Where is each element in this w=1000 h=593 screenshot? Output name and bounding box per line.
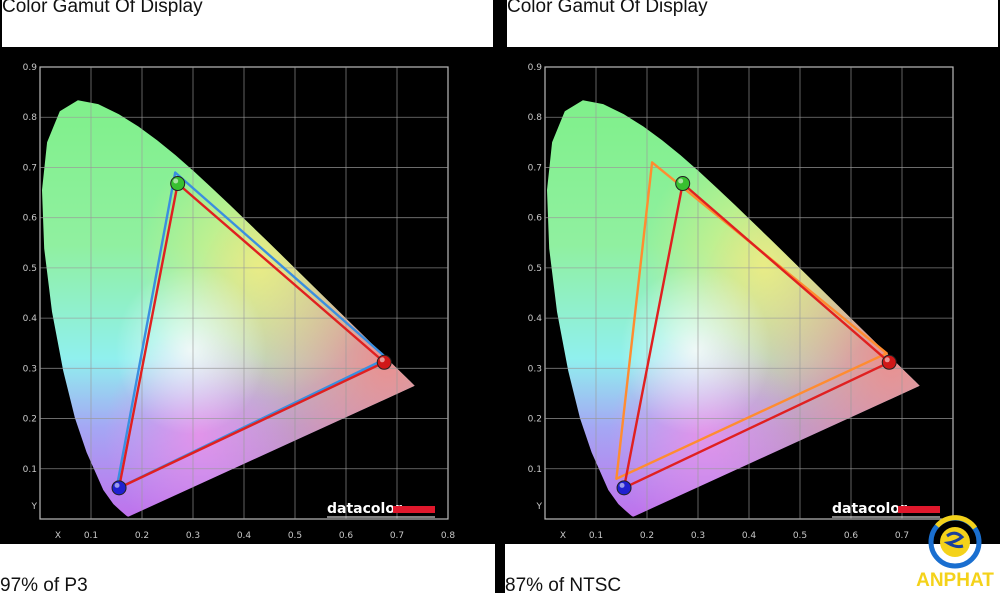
x-tick-label: 0.6: [844, 531, 859, 541]
caption-box: 87% of NTSC: [505, 544, 1000, 593]
primary-point: [376, 354, 392, 370]
primary-point: [616, 480, 632, 496]
gamut-triangle-1: [117, 182, 386, 490]
y-tick-label: 0.3: [23, 364, 37, 374]
chart-panel-p3: Color Gamut Of Display X 0.1 0.2 0.3 0.4 0.5 0…: [0, 0, 495, 593]
y-tick-label: Y: [536, 502, 543, 512]
gamut-triangle-1: [622, 182, 891, 490]
gamut-triangle-0: [115, 171, 388, 491]
y-tick-label: 0.7: [23, 163, 37, 173]
x-tick-label: 0.4: [237, 531, 252, 541]
x-tick-label: 0.3: [186, 531, 200, 541]
chart-title: Color Gamut Of Display: [507, 0, 708, 17]
y-tick-label: 0.6: [23, 214, 38, 224]
chart-title: Color Gamut Of Display: [2, 0, 203, 17]
x-tick-label: 0.5: [793, 531, 807, 541]
primary-point-highlight: [173, 178, 179, 184]
logo-text: ANPHAT: [916, 570, 994, 591]
x-tick-label: 0.1: [84, 531, 98, 541]
x-tick-label: 0.3: [691, 531, 705, 541]
x-tick-label: X: [560, 531, 566, 541]
y-tick-label: 0.5: [528, 264, 542, 274]
x-tick-label: 0.6: [339, 531, 354, 541]
chart-caption: 87% of NTSC: [505, 575, 622, 593]
y-tick-label: 0.4: [23, 314, 38, 324]
datacolor-brand-label: datacolor: [327, 501, 402, 517]
y-tick-label: 0.6: [528, 214, 543, 224]
primary-point-highlight: [884, 357, 890, 363]
primary-point-highlight: [678, 178, 684, 184]
primary-point: [881, 354, 897, 370]
cie-chart-p3: X 0.1 0.2 0.3 0.4 0.5 0.6 0.7 0.8 Y 0.1 0.2 0.3 0.4 0.…: [23, 63, 456, 541]
x-tick-label: 0.7: [895, 531, 909, 541]
y-tick-label: 0.7: [528, 163, 542, 173]
x-tick-label: 0.7: [390, 531, 404, 541]
anphat-logo-icon: [928, 515, 982, 569]
datacolor-brand-label: datacolor: [832, 501, 907, 517]
y-tick-label: 0.5: [23, 264, 37, 274]
y-tick-label: 0.2: [23, 415, 37, 425]
x-tick-label: 0.2: [640, 531, 654, 541]
y-tick-label: 0.2: [528, 415, 542, 425]
primary-point-highlight: [114, 482, 120, 488]
x-tick-label: 0.1: [589, 531, 603, 541]
cie-chart-ntsc: X 0.1 0.2 0.3 0.4 0.5 0.6 0.7 0.8 Y 0.1 0.2 0.3 0.4 0.…: [528, 63, 961, 541]
primary-point-highlight: [619, 482, 625, 488]
y-tick-label: Y: [31, 502, 38, 512]
y-tick-label: 0.4: [528, 314, 543, 324]
x-tick-label: 0.8: [441, 531, 456, 541]
y-tick-label: 0.1: [528, 465, 542, 475]
datacolor-brand-bar: [898, 506, 940, 513]
primary-point: [170, 176, 186, 192]
x-tick-label: 0.2: [135, 531, 149, 541]
y-tick-label: 0.9: [23, 63, 38, 73]
chart-panel-ntsc: Color Gamut Of Display X 0.1 0.2 0.3 0.4 0.5 0…: [505, 0, 1000, 593]
title-box: Color Gamut Of Display: [507, 0, 998, 47]
y-tick-label: 0.1: [23, 465, 37, 475]
title-box: Color Gamut Of Display: [2, 0, 493, 47]
chart-caption: 97% of P3: [0, 575, 88, 593]
y-tick-label: 0.8: [528, 113, 543, 123]
anphat-logo: ANPHAT: [912, 512, 998, 592]
caption-box: 97% of P3: [0, 544, 495, 593]
primary-point: [675, 176, 691, 192]
y-tick-label: 0.8: [23, 113, 38, 123]
x-tick-label: 0.4: [742, 531, 757, 541]
primary-point: [111, 480, 127, 496]
datacolor-brand-bar: [393, 506, 435, 513]
y-tick-label: 0.9: [528, 63, 543, 73]
x-tick-label: X: [55, 531, 61, 541]
y-tick-label: 0.3: [528, 364, 542, 374]
x-tick-label: 0.5: [288, 531, 302, 541]
primary-point-highlight: [379, 357, 385, 363]
